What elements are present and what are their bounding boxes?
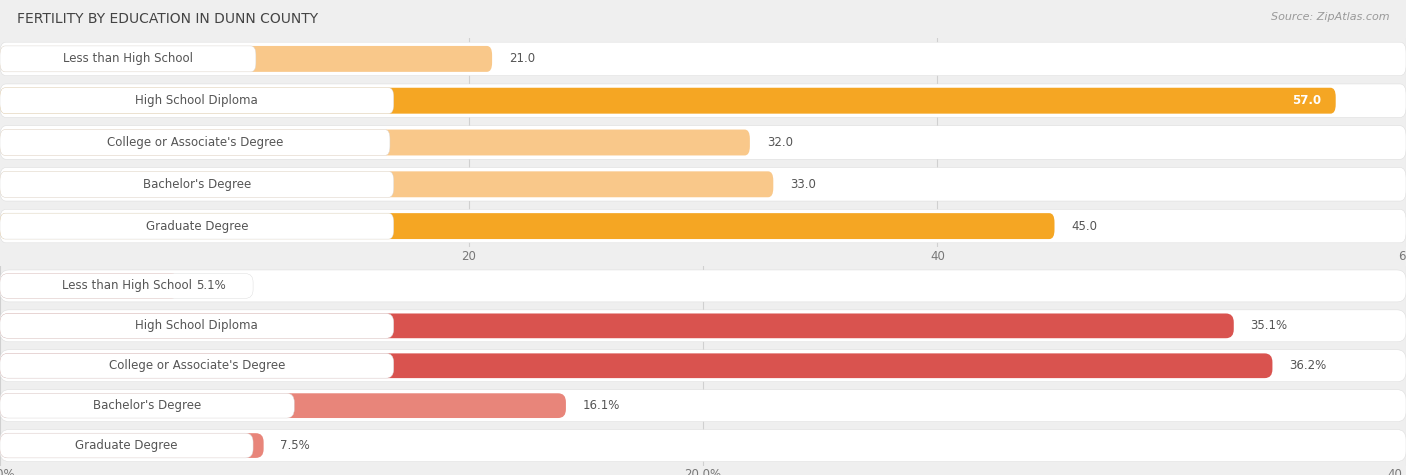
Text: 45.0: 45.0 — [1071, 219, 1097, 233]
FancyBboxPatch shape — [0, 310, 1406, 342]
FancyBboxPatch shape — [0, 314, 1234, 338]
FancyBboxPatch shape — [0, 46, 256, 72]
FancyBboxPatch shape — [0, 88, 394, 114]
Text: Source: ZipAtlas.com: Source: ZipAtlas.com — [1271, 12, 1389, 22]
FancyBboxPatch shape — [0, 126, 1406, 159]
FancyBboxPatch shape — [0, 350, 1406, 382]
Text: College or Associate's Degree: College or Associate's Degree — [107, 136, 283, 149]
FancyBboxPatch shape — [0, 429, 1406, 462]
Text: 32.0: 32.0 — [766, 136, 793, 149]
FancyBboxPatch shape — [0, 209, 1406, 243]
FancyBboxPatch shape — [0, 213, 394, 239]
FancyBboxPatch shape — [0, 46, 492, 72]
Text: High School Diploma: High School Diploma — [135, 319, 259, 332]
FancyBboxPatch shape — [0, 88, 1336, 114]
FancyBboxPatch shape — [0, 270, 1406, 302]
Text: High School Diploma: High School Diploma — [135, 94, 259, 107]
FancyBboxPatch shape — [0, 393, 294, 418]
FancyBboxPatch shape — [0, 393, 567, 418]
FancyBboxPatch shape — [0, 171, 394, 197]
Text: 16.1%: 16.1% — [583, 399, 620, 412]
FancyBboxPatch shape — [0, 171, 773, 197]
FancyBboxPatch shape — [0, 84, 1406, 117]
FancyBboxPatch shape — [0, 433, 264, 458]
FancyBboxPatch shape — [0, 274, 253, 298]
FancyBboxPatch shape — [0, 314, 394, 338]
Text: Less than High School: Less than High School — [63, 52, 193, 66]
Text: Bachelor's Degree: Bachelor's Degree — [93, 399, 201, 412]
FancyBboxPatch shape — [0, 42, 1406, 76]
FancyBboxPatch shape — [0, 213, 1054, 239]
Text: 36.2%: 36.2% — [1289, 359, 1326, 372]
Text: Less than High School: Less than High School — [62, 279, 191, 293]
FancyBboxPatch shape — [0, 168, 1406, 201]
Text: Graduate Degree: Graduate Degree — [146, 219, 247, 233]
Text: Graduate Degree: Graduate Degree — [76, 439, 177, 452]
FancyBboxPatch shape — [0, 353, 1272, 378]
FancyBboxPatch shape — [0, 130, 749, 155]
Text: 7.5%: 7.5% — [281, 439, 311, 452]
Text: Bachelor's Degree: Bachelor's Degree — [143, 178, 250, 191]
FancyBboxPatch shape — [0, 353, 394, 378]
Text: 35.1%: 35.1% — [1251, 319, 1288, 332]
FancyBboxPatch shape — [0, 433, 253, 458]
Text: 5.1%: 5.1% — [197, 279, 226, 293]
FancyBboxPatch shape — [0, 130, 389, 155]
Text: 33.0: 33.0 — [790, 178, 815, 191]
FancyBboxPatch shape — [0, 390, 1406, 422]
FancyBboxPatch shape — [0, 274, 180, 298]
Text: FERTILITY BY EDUCATION IN DUNN COUNTY: FERTILITY BY EDUCATION IN DUNN COUNTY — [17, 12, 318, 26]
Text: 57.0: 57.0 — [1292, 94, 1322, 107]
Text: 21.0: 21.0 — [509, 52, 536, 66]
Text: College or Associate's Degree: College or Associate's Degree — [108, 359, 285, 372]
